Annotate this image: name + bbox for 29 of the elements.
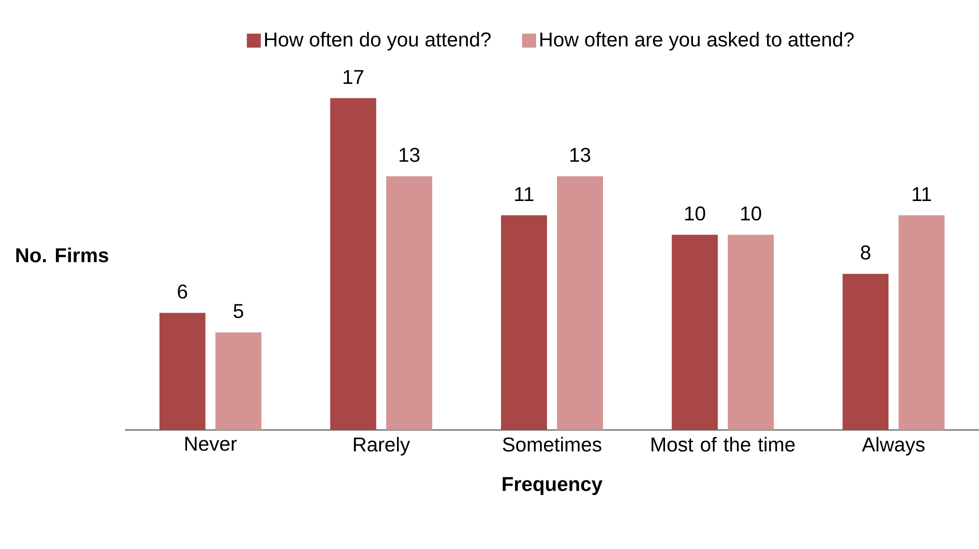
bar <box>898 215 945 430</box>
data-label: 10 <box>741 206 762 221</box>
legend-label: How often are you asked to attend? <box>540 32 854 51</box>
bar <box>501 215 547 430</box>
data-label: 17 <box>344 70 364 84</box>
bar <box>557 176 603 430</box>
data-label: 10 <box>685 206 706 221</box>
data-label: 13 <box>400 148 420 162</box>
x-tick-label: Sometimes <box>502 436 602 452</box>
bar <box>330 98 376 430</box>
bar <box>728 234 774 430</box>
data-label: 8 <box>860 245 870 260</box>
bar <box>672 234 718 430</box>
x-tick-label: Rarely <box>354 436 410 456</box>
bar <box>842 274 889 430</box>
x-tick-label: Never <box>185 436 237 451</box>
data-label: 11 <box>912 187 931 202</box>
x-tick-label: Always <box>862 436 925 456</box>
x-tick-label: Most of the time <box>652 436 795 452</box>
legend-label: How often do you attend? <box>265 32 491 51</box>
data-label: 5 <box>234 304 244 318</box>
bar <box>159 312 206 430</box>
data-label: 6 <box>178 284 188 299</box>
data-label: 13 <box>570 148 590 162</box>
bar <box>386 176 432 430</box>
data-label: 11 <box>515 187 534 202</box>
bar <box>215 332 262 430</box>
y-axis-title: No. Firms <box>16 248 108 262</box>
x-axis-title: Frequency <box>502 477 602 496</box>
